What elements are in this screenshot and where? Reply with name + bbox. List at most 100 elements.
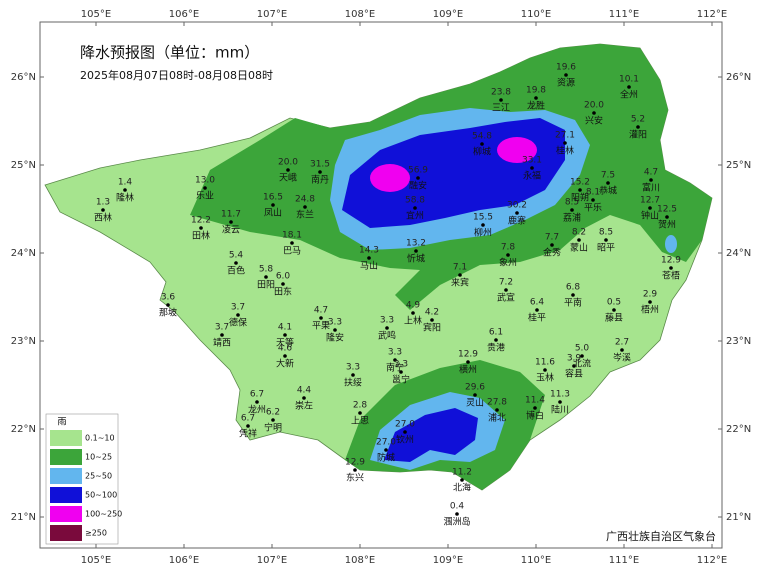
station-value: 4.4 xyxy=(297,386,312,396)
station-value: 16.5 xyxy=(263,193,283,203)
station-dot xyxy=(384,448,388,452)
station-dot xyxy=(620,348,624,352)
station-dot xyxy=(558,400,562,404)
station-dot xyxy=(530,166,534,170)
legend-title: 雨 xyxy=(57,417,66,428)
station-dot xyxy=(393,358,397,362)
station-name: 横州 xyxy=(459,364,477,376)
station-dot xyxy=(283,333,287,337)
station-name: 田东 xyxy=(274,286,292,298)
station-value: 19.6 xyxy=(556,63,576,73)
station-value: 12.9 xyxy=(661,256,681,266)
station-dot xyxy=(246,424,250,428)
station-dot xyxy=(455,512,459,516)
station-name: 桂平 xyxy=(528,312,546,324)
station-value: 6.4 xyxy=(530,298,545,308)
station-name: 田林 xyxy=(192,230,210,242)
station-value: 5.8 xyxy=(259,265,274,275)
station-dot xyxy=(353,468,357,472)
station-name: 金秀 xyxy=(543,247,561,259)
legend-swatch xyxy=(50,525,82,541)
station-name: 容县 xyxy=(565,368,583,380)
station-name: 资源 xyxy=(557,78,575,89)
legend-swatch xyxy=(50,487,82,503)
station-name: 柳州 xyxy=(474,227,492,239)
station-value: 12.9 xyxy=(345,458,365,468)
station-value: 4.6 xyxy=(278,344,293,354)
zone-100-250 xyxy=(370,164,410,192)
station-name: 象州 xyxy=(499,257,517,269)
station-dot xyxy=(606,181,610,185)
station-name: 钦州 xyxy=(396,434,414,446)
station-value: 27.0 xyxy=(395,420,415,430)
station-dot xyxy=(203,186,207,190)
lon-tick-label: 106°E xyxy=(169,555,199,566)
station-dot xyxy=(286,168,290,172)
station-name: 龙州 xyxy=(248,404,266,416)
station-dot xyxy=(271,418,275,422)
station-dot xyxy=(264,275,268,279)
map-title: 降水预报图（单位：mm） xyxy=(80,44,259,62)
station-name: 玉林 xyxy=(536,372,554,384)
station-dot xyxy=(577,238,581,242)
station-value: 4.2 xyxy=(425,308,439,318)
station-name: 凤山 xyxy=(264,208,282,219)
lat-tick-label: 26°N xyxy=(726,72,751,83)
station-name: 邕宁 xyxy=(392,374,410,386)
station-value: 4.7 xyxy=(314,306,328,316)
station-name: 百色 xyxy=(227,265,245,277)
legend-swatch xyxy=(50,449,82,465)
station-name: 马山 xyxy=(360,261,378,272)
station-dot xyxy=(504,288,508,292)
station-value: 11.2 xyxy=(452,468,472,478)
station-dot xyxy=(123,188,127,192)
station-value: 3.9 xyxy=(567,354,582,364)
lon-tick-label: 108°E xyxy=(345,555,375,566)
station-dot xyxy=(166,303,170,307)
station-value: 7.8 xyxy=(501,243,516,253)
station-name: 德保 xyxy=(229,317,247,329)
station-name: 东兰 xyxy=(296,209,314,221)
lon-tick-label: 111°E xyxy=(609,555,639,566)
station-value: 0.4 xyxy=(450,502,465,512)
lon-tick-label: 112°E xyxy=(697,555,727,566)
station-name: 博白 xyxy=(526,410,544,422)
lat-tick-label: 24°N xyxy=(726,248,751,259)
station-dot xyxy=(636,125,640,129)
lon-tick-label: 111°E xyxy=(609,9,639,20)
lat-tick-label: 21°N xyxy=(11,512,36,523)
station-name: 藤县 xyxy=(605,312,623,324)
station-name: 宾阳 xyxy=(423,322,441,334)
legend-label: 50~100 xyxy=(85,491,117,500)
station-dot xyxy=(399,370,403,374)
station-dot xyxy=(318,170,322,174)
station-dot xyxy=(302,396,306,400)
station-name: 东兴 xyxy=(346,472,364,484)
station-value: 27.1 xyxy=(555,131,575,141)
station-value: 29.6 xyxy=(465,383,485,393)
station-name: 防城 xyxy=(377,452,395,464)
station-dot xyxy=(303,205,307,209)
station-name: 龙胜 xyxy=(527,100,545,112)
station-dot xyxy=(571,293,575,297)
lon-tick-label: 108°E xyxy=(345,9,375,20)
lat-tick-label: 25°N xyxy=(726,160,751,171)
lon-tick-label: 105°E xyxy=(81,9,111,20)
station-dot xyxy=(592,111,596,115)
station-value: 31.5 xyxy=(310,160,330,170)
station-name: 武鸣 xyxy=(378,330,396,342)
station-dot xyxy=(572,364,576,368)
station-dot xyxy=(578,188,582,192)
station-value: 18.1 xyxy=(282,231,302,241)
station-dot xyxy=(281,282,285,286)
station-name: 阳朔 xyxy=(571,192,589,204)
station-name: 乐业 xyxy=(196,190,214,202)
station-value: 15.5 xyxy=(473,213,493,223)
station-name: 来宾 xyxy=(451,277,469,289)
station-value: 30.2 xyxy=(507,201,527,211)
station-name: 三江 xyxy=(492,103,510,114)
station-dot xyxy=(535,308,539,312)
station-value: 3.7 xyxy=(231,303,245,313)
station-value: 24.8 xyxy=(295,195,315,205)
station-name: 宜州 xyxy=(406,210,424,222)
